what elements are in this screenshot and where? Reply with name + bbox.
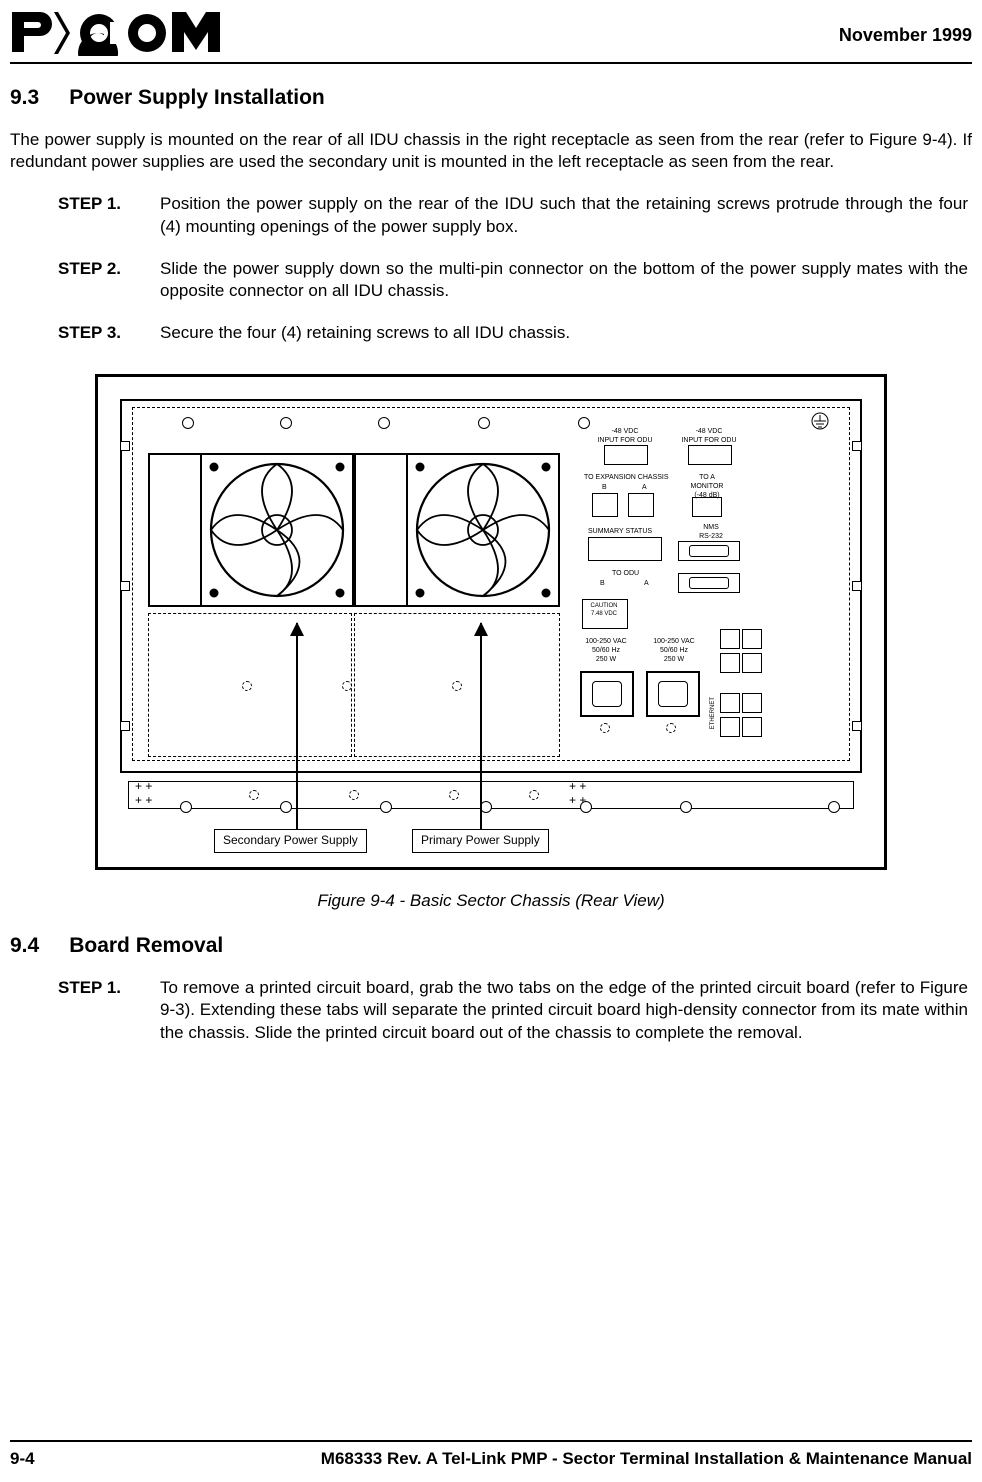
chassis-panel: -48 VDC INPUT FOR ODU -48 VDC INPUT FOR …	[120, 399, 862, 773]
section-9-3-steps: STEP 1. Position the power supply on the…	[58, 193, 968, 343]
step: STEP 2. Slide the power supply down so t…	[58, 258, 968, 302]
label-nms: NMS RS-232	[688, 523, 734, 541]
step-label: STEP 1.	[58, 977, 132, 999]
section-9-4-heading: 9.4 Board Removal	[10, 932, 972, 959]
label-to-odu: TO ODU	[612, 569, 639, 578]
footer-doc: M68333 Rev. A Tel-Link PMP - Sector Term…	[321, 1448, 972, 1470]
step-text: To remove a printed circuit board, grab …	[160, 977, 968, 1043]
header-date: November 1999	[839, 24, 972, 47]
callout-primary: Primary Power Supply	[412, 829, 549, 853]
step: STEP 1. Position the power supply on the…	[58, 193, 968, 237]
ground-icon	[810, 411, 830, 431]
step-label: STEP 3.	[58, 322, 132, 344]
section-9-3-intro: The power supply is mounted on the rear …	[10, 129, 972, 173]
callout-secondary: Secondary Power Supply	[214, 829, 367, 853]
callout-arrow-secondary	[296, 623, 298, 829]
label-vac2: 100-250 VAC 50/60 Hz 250 W	[646, 637, 702, 664]
section-title: Board Removal	[69, 932, 223, 959]
iec-socket-1	[580, 671, 634, 717]
label-caution: CAUTION 7.48 VDC	[586, 603, 622, 619]
step: STEP 3. Secure the four (4) retaining sc…	[58, 322, 968, 344]
label-odu-a: -48 VDC INPUT FOR ODU	[594, 427, 656, 445]
step-text: Slide the power supply down so the multi…	[160, 258, 968, 302]
label-vac1: 100-250 VAC 50/60 Hz 250 W	[578, 637, 634, 664]
section-9-3-heading: 9.3 Power Supply Installation	[10, 84, 972, 111]
page-footer: 9-4 M68333 Rev. A Tel-Link PMP - Sector …	[10, 1440, 972, 1470]
section-9-4-steps: STEP 1. To remove a printed circuit boar…	[58, 977, 968, 1043]
step: STEP 1. To remove a printed circuit boar…	[58, 977, 968, 1043]
footer-page: 9-4	[10, 1448, 35, 1470]
section-number: 9.3	[10, 84, 39, 111]
page-header: November 1999	[10, 10, 972, 64]
iec-socket-2	[646, 671, 700, 717]
section-number: 9.4	[10, 932, 39, 959]
figure-frame: -48 VDC INPUT FOR ODU -48 VDC INPUT FOR …	[95, 374, 887, 870]
step-text: Position the power supply on the rear of…	[160, 193, 968, 237]
left-block	[148, 453, 202, 607]
figure-caption: Figure 9-4 - Basic Sector Chassis (Rear …	[95, 890, 887, 912]
step-text: Secure the four (4) retaining screws to …	[160, 322, 968, 344]
section-title: Power Supply Installation	[69, 84, 325, 111]
label-expansion: TO EXPANSION CHASSIS	[584, 473, 669, 482]
mid-block	[354, 453, 408, 607]
label-odu-b: -48 VDC INPUT FOR ODU	[678, 427, 740, 445]
logo	[10, 10, 245, 56]
label-summary: SUMMARY STATUS	[588, 527, 652, 536]
callout-arrow-primary	[480, 623, 482, 829]
fan-right	[406, 453, 560, 607]
figure-9-4: -48 VDC INPUT FOR ODU -48 VDC INPUT FOR …	[95, 374, 887, 912]
fan-left	[200, 453, 354, 607]
step-label: STEP 1.	[58, 193, 132, 215]
step-label: STEP 2.	[58, 258, 132, 280]
